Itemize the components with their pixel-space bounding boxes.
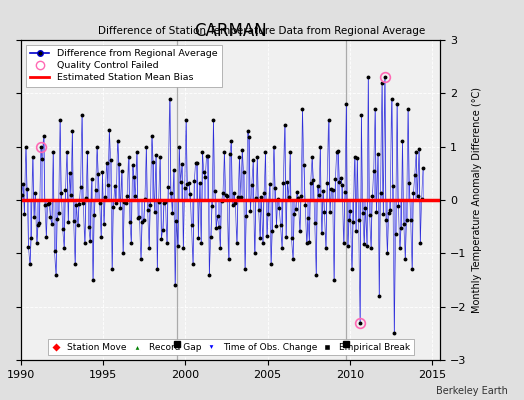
Text: Difference of Station Temperature Data from Regional Average: Difference of Station Temperature Data f…: [99, 26, 425, 36]
Text: Berkeley Earth: Berkeley Earth: [436, 386, 508, 396]
Title: CARMAN: CARMAN: [194, 22, 267, 40]
Legend: Station Move, Record Gap, Time of Obs. Change, Empirical Break: Station Move, Record Gap, Time of Obs. C…: [48, 339, 413, 356]
Y-axis label: Monthly Temperature Anomaly Difference (°C): Monthly Temperature Anomaly Difference (…: [472, 87, 482, 313]
